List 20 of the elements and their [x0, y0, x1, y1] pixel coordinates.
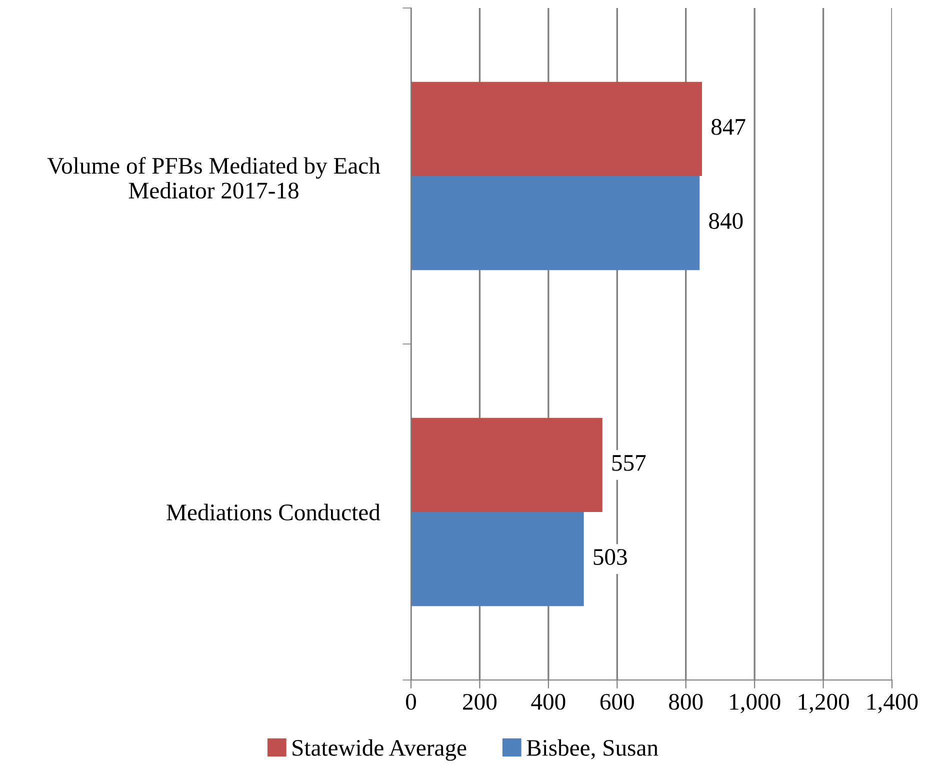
legend-label: Bisbee, Susan: [526, 739, 658, 760]
x-tick-label: 1,200: [798, 694, 849, 714]
data-label: 847: [711, 118, 746, 135]
x-tick-label: 1,000: [730, 694, 780, 714]
bar: [411, 176, 700, 270]
x-tick-label: 0: [406, 694, 416, 710]
x-tick-label: 400: [531, 694, 566, 710]
data-label: 840: [709, 213, 743, 229]
data-label: 503: [594, 549, 627, 565]
x-tick-label: 600: [600, 694, 634, 710]
x-tick-label: 800: [669, 694, 703, 710]
bar: [411, 512, 584, 606]
data-label: 557: [612, 455, 646, 471]
bar: [411, 82, 702, 176]
y-tick-label: Volume of PFBs Mediated by Each Mediator 2017-18: [47, 156, 380, 199]
bar: [411, 418, 602, 512]
x-tick-label: 200: [463, 694, 497, 710]
y-tick-label: Mediations Conducted: [166, 504, 380, 520]
x-tick-label: 1,400: [868, 694, 918, 714]
legend-label: Statewide Average: [292, 739, 466, 761]
